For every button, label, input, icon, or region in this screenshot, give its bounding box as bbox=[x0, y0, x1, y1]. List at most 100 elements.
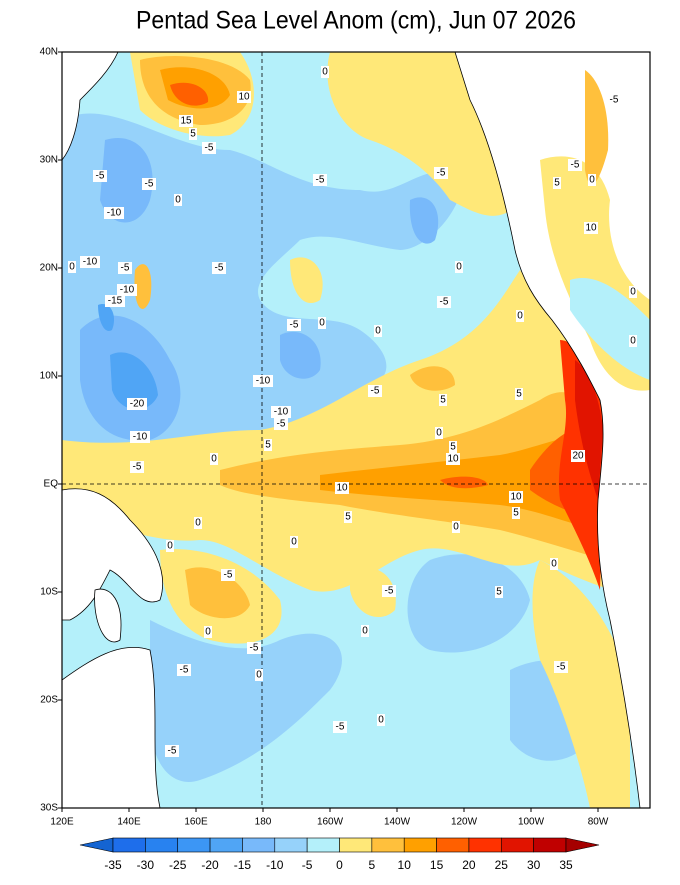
contour-label: -5 bbox=[437, 168, 446, 179]
contour-label-bg bbox=[455, 261, 463, 273]
contour-label: -5 bbox=[336, 722, 345, 733]
contour-label-bg bbox=[194, 517, 202, 529]
contour-label-bg bbox=[80, 256, 100, 268]
contour-label-bg bbox=[130, 431, 150, 443]
anomaly-area bbox=[409, 197, 439, 244]
contour-label: -20 bbox=[130, 399, 145, 410]
lon-label: 140E bbox=[117, 817, 141, 828]
contour-label: 0 bbox=[630, 336, 636, 347]
contour-label: -5 bbox=[224, 570, 233, 581]
contour-label-bg bbox=[68, 261, 76, 273]
anomaly-area bbox=[440, 476, 488, 489]
contour-label: 10 bbox=[585, 223, 597, 234]
colorbar-bin bbox=[209, 837, 243, 853]
anomaly-area bbox=[150, 620, 342, 782]
contour-label: -5 bbox=[168, 746, 177, 757]
contour-label-bg bbox=[435, 427, 443, 439]
colorbar-tick-label: 0 bbox=[336, 858, 343, 872]
contour-label-bg bbox=[253, 375, 273, 387]
lon-label: 120W bbox=[451, 817, 478, 828]
contour-label: 5 bbox=[345, 512, 351, 523]
lat-label: 40N bbox=[40, 47, 58, 58]
colorbar-tick-label: 5 bbox=[369, 858, 376, 872]
contour-label-bg bbox=[333, 721, 347, 733]
contour-label: 5 bbox=[190, 129, 196, 140]
contour-label-bg bbox=[127, 398, 147, 410]
contour-label: -5 bbox=[133, 462, 142, 473]
colorbar-bin bbox=[242, 837, 276, 853]
contour-label: -5 bbox=[371, 386, 380, 397]
colorbar-bin bbox=[500, 837, 534, 853]
colorbar-tick-label: 30 bbox=[527, 858, 541, 872]
lat-label: 30N bbox=[40, 155, 58, 166]
lon-label: 100W bbox=[518, 817, 545, 828]
contour-label: 10 bbox=[510, 492, 522, 503]
contour-label-bg bbox=[202, 142, 216, 154]
contour-label-bg bbox=[509, 491, 523, 503]
contour-label: -5 bbox=[277, 419, 286, 430]
contour-label: -5 bbox=[180, 665, 189, 676]
contour-label-bg bbox=[449, 441, 457, 453]
contour-label-bg bbox=[550, 558, 558, 570]
lon-label: 180 bbox=[255, 817, 272, 828]
contour-label: 5 bbox=[513, 508, 519, 519]
contour-label-bg bbox=[93, 170, 107, 182]
anomaly-area bbox=[134, 264, 152, 309]
contour-label: 0 bbox=[256, 670, 262, 681]
land-australia bbox=[62, 646, 161, 808]
contour-label-bg bbox=[313, 174, 327, 186]
lat-label: 10N bbox=[40, 371, 58, 382]
contour-label-bg bbox=[179, 115, 193, 127]
lat-label: 30S bbox=[40, 803, 58, 814]
map-frame bbox=[61, 51, 651, 809]
contour-label: -10 bbox=[120, 285, 135, 296]
colorbar-bin bbox=[403, 837, 437, 853]
contour-label: 0 bbox=[322, 67, 328, 78]
anomaly-area bbox=[290, 257, 323, 304]
contour-label: -5 bbox=[290, 320, 299, 331]
contour-label-bg bbox=[210, 453, 218, 465]
anomaly-area bbox=[280, 331, 321, 379]
contour-label: 0 bbox=[456, 262, 462, 273]
contour-label-bg bbox=[189, 128, 197, 140]
contour-label-bg bbox=[377, 714, 385, 726]
contour-label: -5 bbox=[385, 586, 394, 597]
contour-label-bg bbox=[495, 586, 503, 598]
contour-label-bg bbox=[290, 536, 298, 548]
colorbar-bin bbox=[339, 837, 373, 853]
anomaly-area bbox=[100, 138, 153, 223]
colorbar-bin bbox=[436, 837, 470, 853]
contour-label: 5 bbox=[554, 178, 560, 189]
contour-label-bg bbox=[439, 394, 447, 406]
anomaly-area bbox=[350, 567, 396, 618]
contour-label-bg bbox=[142, 178, 156, 190]
colorbar-tick-label: -30 bbox=[137, 858, 155, 872]
contour-label: 0 bbox=[453, 522, 459, 533]
colorbar-tick-label: 10 bbox=[398, 858, 412, 872]
colorbar-bin bbox=[371, 837, 405, 853]
colorbar-tick-label: -15 bbox=[234, 858, 252, 872]
contour-label-bg bbox=[287, 319, 301, 331]
title: Pentad Sea Level Anom (cm), Jun 07 2026 bbox=[136, 7, 576, 35]
contour-label: -10 bbox=[133, 432, 148, 443]
contour-label: 0 bbox=[589, 175, 595, 186]
contour-label-bg bbox=[516, 310, 524, 322]
colorbar: -35 -30 -25 -20 -15 -10 -5 0 5 10 15 20 25 30 35 bbox=[79, 837, 600, 872]
contour-label: -5 bbox=[250, 643, 259, 654]
contour-label-bg bbox=[237, 91, 251, 103]
contour-label-bg bbox=[512, 507, 520, 519]
contour-label: 0 bbox=[175, 195, 181, 206]
contour-label: 5 bbox=[516, 389, 522, 400]
land-asia bbox=[62, 52, 119, 161]
colorbar-bin bbox=[177, 837, 211, 853]
contour-label: -5 bbox=[121, 263, 130, 274]
colorbar-bin bbox=[112, 837, 146, 853]
anomaly-area bbox=[532, 560, 630, 808]
contour-label: 10 bbox=[238, 92, 250, 103]
land-islands bbox=[94, 588, 122, 643]
lat-label: 20N bbox=[40, 263, 58, 274]
contour-label: 0 bbox=[319, 318, 325, 329]
contour-label: 15 bbox=[180, 116, 192, 127]
colorbar-bin bbox=[274, 837, 308, 853]
